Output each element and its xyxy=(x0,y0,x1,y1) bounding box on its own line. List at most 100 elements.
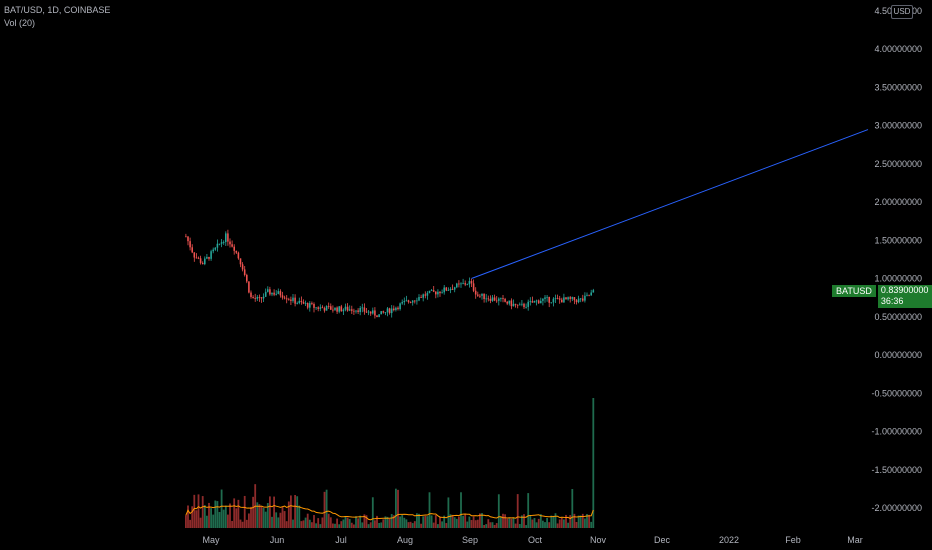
volume-bar xyxy=(185,515,187,528)
volume-bar xyxy=(235,508,238,528)
candle-body xyxy=(548,296,550,303)
volume-bar xyxy=(264,511,267,528)
volume-legend[interactable]: Vol (20) xyxy=(4,18,36,28)
volume-bar xyxy=(327,513,330,528)
candle-body xyxy=(304,303,307,304)
volume-bar xyxy=(292,519,294,528)
volume-bar xyxy=(296,496,299,528)
volume-bar xyxy=(563,519,565,528)
last-price-value: 0.83900000 xyxy=(880,285,929,295)
volume-bar xyxy=(464,514,467,528)
volume-bar xyxy=(455,518,458,528)
volume-bar xyxy=(233,498,236,528)
candle-body xyxy=(319,307,322,309)
volume-bar xyxy=(203,505,206,528)
chart-legend: BAT/USD, 1D, COINBASE Vol (20) xyxy=(4,4,110,30)
currency-button[interactable]: USD xyxy=(891,5,913,19)
candle-body xyxy=(369,311,372,314)
volume-bar xyxy=(495,523,498,528)
candle-body xyxy=(315,307,317,309)
volume-bar xyxy=(527,493,530,528)
volume-bar xyxy=(531,519,534,528)
candle-body xyxy=(512,303,515,307)
volume-bar xyxy=(430,515,433,528)
last-price-box: 0.83900000 36:36 xyxy=(877,285,932,308)
candle-body xyxy=(445,287,448,291)
volume-bar xyxy=(514,523,517,528)
price-axis-label: -2.00000000 xyxy=(871,503,922,513)
candle-body xyxy=(481,293,483,296)
volume-bar xyxy=(382,519,385,528)
time-axis-label: Feb xyxy=(785,535,801,545)
price-axis-label: -0.50000000 xyxy=(871,388,922,398)
candle-body xyxy=(294,297,296,304)
candle-body xyxy=(382,311,385,313)
candle-body xyxy=(439,291,441,294)
trendline-segment[interactable] xyxy=(471,129,869,279)
volume-bar xyxy=(329,517,332,528)
candle-body xyxy=(317,307,319,309)
volume-bar xyxy=(306,513,309,528)
candle-body xyxy=(519,304,521,306)
price-axis[interactable]: 4.500000004.000000003.500000003.00000000… xyxy=(871,6,922,513)
volume-bar xyxy=(332,523,334,528)
volume-bar xyxy=(437,524,439,528)
candle-body xyxy=(262,296,265,299)
candle-body xyxy=(489,298,492,301)
volume-bar xyxy=(197,494,200,528)
volume-bar xyxy=(300,521,303,528)
candle-body xyxy=(279,291,282,296)
last-price-tag: BATUSD 0.83900000 36:36 xyxy=(832,285,932,308)
volume-bar xyxy=(577,515,580,528)
candle-body xyxy=(374,310,376,316)
time-axis-label: May xyxy=(202,535,220,545)
volume-bar xyxy=(258,504,261,528)
volume-bar xyxy=(323,491,326,528)
price-axis-label: 3.00000000 xyxy=(874,121,922,131)
candle-body xyxy=(210,251,212,259)
volume-bar xyxy=(590,521,593,528)
candle-body xyxy=(552,298,555,303)
candle-body xyxy=(590,292,592,296)
candle-body xyxy=(254,298,256,299)
candle-body xyxy=(267,289,269,292)
volume-bar xyxy=(304,517,307,528)
time-axis[interactable]: May Jun Jul Aug Sep Oct Nov Dec 2022 Feb Mar xyxy=(202,535,862,545)
candle-body xyxy=(409,302,412,303)
candle-body xyxy=(420,297,422,298)
volume-bar xyxy=(434,515,437,528)
volume-bar xyxy=(426,516,429,528)
candle-body xyxy=(222,241,225,243)
volume-bar xyxy=(199,517,202,528)
volume-bar xyxy=(451,514,454,528)
candle-body xyxy=(237,252,240,259)
volume-bar xyxy=(189,519,191,528)
volume-bar xyxy=(487,519,490,528)
volume-bar xyxy=(462,515,464,528)
candle-body xyxy=(470,281,473,284)
volume-bar xyxy=(359,515,362,528)
candle-body xyxy=(554,298,557,299)
volume-bar xyxy=(445,523,448,528)
candle-body xyxy=(248,281,250,293)
symbol-legend[interactable]: BAT/USD, 1D, COINBASE xyxy=(4,5,111,15)
candle-body xyxy=(290,299,292,301)
volume-bar xyxy=(283,511,286,528)
volume-bar xyxy=(558,519,561,528)
volume-bar xyxy=(338,524,341,528)
volume-bar xyxy=(277,517,280,528)
volume-bar xyxy=(588,514,590,528)
candle-body xyxy=(571,297,574,299)
candle-body xyxy=(229,241,231,245)
candle-body xyxy=(271,292,273,295)
candle-body xyxy=(537,300,540,304)
candle-body xyxy=(283,297,286,299)
volume-bar xyxy=(500,516,502,528)
price-axis-label: 2.50000000 xyxy=(874,159,922,169)
price-axis-label: 0.00000000 xyxy=(874,350,922,360)
volume-bar xyxy=(325,489,328,528)
volume-bar xyxy=(428,492,431,528)
volume-bar xyxy=(584,518,586,528)
price-axis-label: 2.00000000 xyxy=(874,197,922,207)
